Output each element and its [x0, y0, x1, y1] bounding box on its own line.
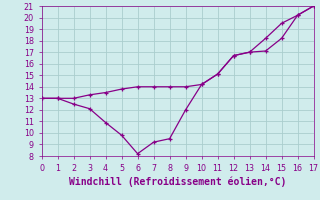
X-axis label: Windchill (Refroidissement éolien,°C): Windchill (Refroidissement éolien,°C): [69, 177, 286, 187]
